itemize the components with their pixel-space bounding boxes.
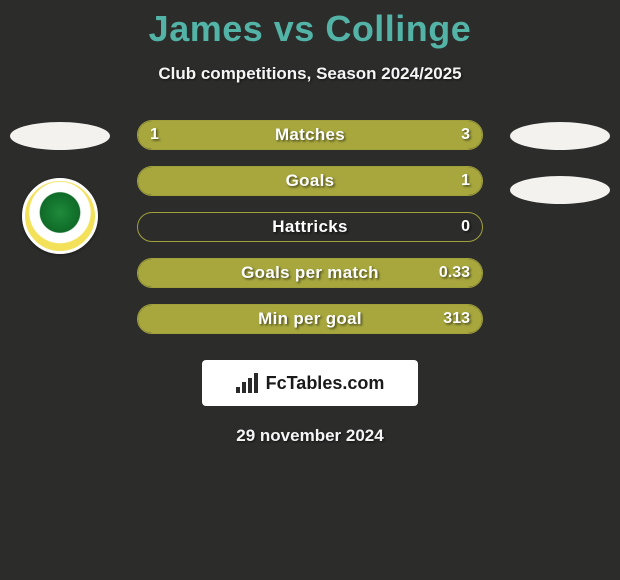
- stat-value-right: 1: [449, 167, 482, 195]
- brand-text: FcTables.com: [266, 373, 385, 394]
- stat-label: Goals: [138, 167, 482, 195]
- stat-row: Min per goal313: [0, 296, 620, 342]
- stat-bar: Hattricks0: [137, 212, 483, 242]
- stat-value-right: 0: [449, 213, 482, 241]
- stat-value-right: 0.33: [427, 259, 482, 287]
- stat-value-right: 313: [431, 305, 482, 333]
- stat-row: Hattricks0: [0, 204, 620, 250]
- stat-bar: Goals1: [137, 166, 483, 196]
- snapshot-date: 29 november 2024: [0, 426, 620, 446]
- stat-value-right: 3: [449, 121, 482, 149]
- stat-row: Matches1 3: [0, 112, 620, 158]
- stat-value-left: 1: [138, 121, 171, 149]
- comparison-subtitle: Club competitions, Season 2024/2025: [0, 64, 620, 84]
- stat-bar: Goals per match0.33: [137, 258, 483, 288]
- stat-label: Hattricks: [138, 213, 482, 241]
- stat-bar: Matches1 3: [137, 120, 483, 150]
- stat-row: Goals1: [0, 158, 620, 204]
- comparison-title: James vs Collinge: [0, 0, 620, 50]
- bar-chart-icon: [236, 373, 260, 393]
- stat-bar: Min per goal313: [137, 304, 483, 334]
- brand-logo[interactable]: FcTables.com: [202, 360, 418, 406]
- stat-row: Goals per match0.33: [0, 250, 620, 296]
- stat-label: Matches: [138, 121, 482, 149]
- stat-rows-container: Matches13Goals1Hattricks0Goals per match…: [0, 112, 620, 342]
